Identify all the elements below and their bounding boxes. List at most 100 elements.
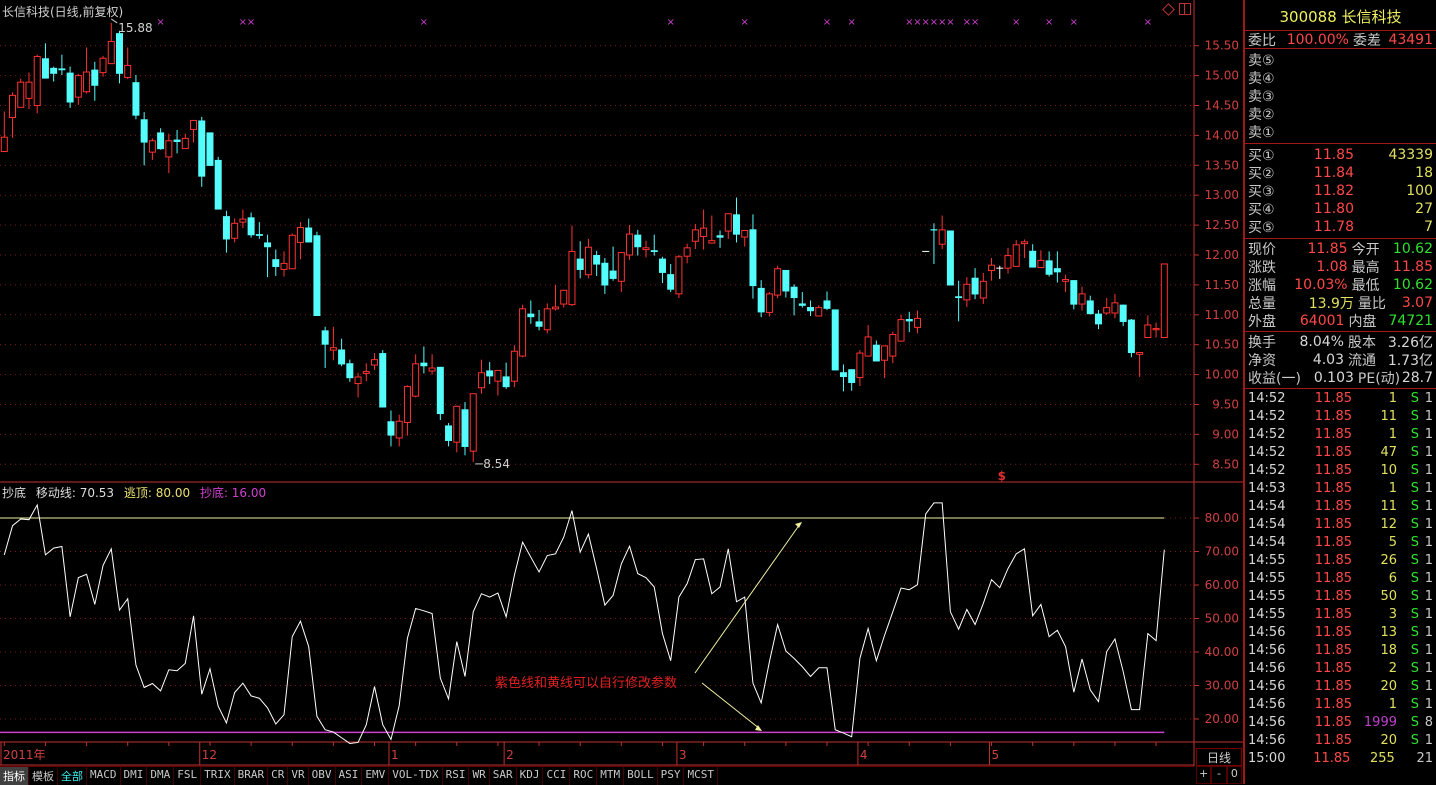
tab-rsi[interactable]: RSI [443, 767, 470, 785]
tab-dmi[interactable]: DMI [121, 767, 148, 785]
sell-level-row: 卖⑤ [1245, 51, 1436, 69]
price-tick-label: 10.50 [1205, 338, 1239, 352]
tab-全部[interactable]: 全部 [58, 767, 87, 785]
tab-macd[interactable]: MACD [87, 767, 121, 785]
candle-body-up [774, 268, 782, 296]
signal-marker: × [1045, 17, 1053, 28]
candle-body-up [239, 218, 247, 223]
candle-body-up [494, 369, 502, 382]
indicator-header: 抄底 移动线: 70.53 逃顶: 80.00 抄底: 16.00 [2, 484, 272, 501]
diamond-icon[interactable] [1162, 3, 1175, 16]
candle-body-up [453, 405, 461, 443]
tick-row: 14:52 11.85 1 S 1 [1245, 389, 1436, 407]
tick-price: 11.85 [1314, 570, 1352, 586]
tick-list[interactable]: 14:52 11.85 1 S 1 14:52 11.85 11 S 1 14:52 11.85 1 S 1… [1245, 389, 1436, 767]
tick-volume: 1 [1388, 480, 1397, 496]
candle-body-down [658, 258, 666, 273]
signal-marker: × [938, 17, 946, 28]
tab-cr[interactable]: CR [268, 767, 289, 785]
label: 净资 [1248, 353, 1276, 369]
signal-marker: × [420, 17, 428, 28]
candle-body-down [798, 303, 806, 306]
sell-level-row: 卖② [1245, 105, 1436, 123]
candle-body-up [477, 372, 485, 389]
value: 13.9万 [1308, 296, 1354, 312]
value: 10.62 [1392, 277, 1433, 293]
tab-vol-tdx[interactable]: VOL-TDX [389, 767, 443, 785]
period-label[interactable]: 日线 [1196, 748, 1242, 766]
candle-body-down [338, 349, 346, 365]
tick-row: 14:56 11.85 18 S 1 [1245, 641, 1436, 659]
buy-level-row: 买② 11.84 18 [1245, 164, 1436, 182]
price-tick-label: 9.00 [1212, 427, 1239, 441]
tick-count: 1 [1424, 660, 1433, 676]
candle-body-up [25, 81, 33, 99]
tab-cci[interactable]: CCI [543, 767, 571, 785]
candle-body-down [173, 139, 181, 142]
candle-body-up [1078, 293, 1086, 305]
high-price-label: 15.88 [118, 21, 152, 35]
tick-count: 1 [1424, 696, 1433, 712]
tab-trix[interactable]: TRIX [201, 767, 235, 785]
tab-asi[interactable]: ASI [336, 767, 363, 785]
label: 涨跌 [1248, 260, 1276, 276]
tick-time: 14:52 [1248, 444, 1286, 460]
candle-body-down [1119, 304, 1127, 322]
candle-body-down [486, 370, 494, 377]
zoom-in-button[interactable]: + [1196, 766, 1212, 784]
candle-body-down [387, 421, 395, 436]
tab-brar[interactable]: BRAR [235, 767, 269, 785]
tab-dma[interactable]: DMA [147, 767, 175, 785]
tab-roc[interactable]: ROC [570, 767, 598, 785]
tick-side: S [1410, 732, 1419, 748]
tab-vr[interactable]: VR [288, 767, 309, 785]
signal-marker: × [666, 17, 674, 28]
tab-模板[interactable]: 模板 [29, 767, 58, 785]
candle-body-up [181, 137, 189, 150]
tick-price: 11.85 [1314, 498, 1352, 514]
price: 11.78 [1313, 219, 1354, 235]
tick-count: 1 [1424, 570, 1433, 586]
tick-volume: 2 [1388, 660, 1397, 676]
tick-price: 11.85 [1314, 426, 1352, 442]
indicator-tick-label: 80.00 [1205, 511, 1239, 525]
tab-obv[interactable]: OBV [309, 767, 336, 785]
buy-level-row: 买① 11.85 43339 [1245, 146, 1436, 164]
tab-psy[interactable]: PSY [658, 767, 685, 785]
candle-body-up [1136, 351, 1144, 355]
tick-price: 11.85 [1314, 444, 1352, 460]
candle-body-up [815, 307, 823, 317]
candle-body-up [708, 240, 716, 244]
candle-body-down [157, 132, 165, 150]
fundamentals: 换手 8.04% 股本 3.26亿 净资 4.03 流通 1.73亿 收益(一) 0.103 PE(… [1245, 332, 1436, 389]
tab-kdj[interactable]: KDJ [517, 767, 544, 785]
candle-body-up [280, 262, 288, 270]
tab-指标[interactable]: 指标 [0, 767, 29, 785]
tab-fsl[interactable]: FSL [174, 767, 202, 785]
tick-time: 14:53 [1248, 480, 1286, 496]
reset-button[interactable]: 0 [1226, 766, 1242, 784]
zoom-out-button[interactable]: - [1211, 766, 1227, 784]
tick-side: S [1410, 660, 1419, 676]
tick-count: 1 [1424, 498, 1433, 514]
tab-mtm[interactable]: MTM [597, 767, 625, 785]
tab-wr[interactable]: WR [469, 767, 490, 785]
tick-price: 11.85 [1314, 732, 1352, 748]
label: 卖② [1248, 107, 1275, 123]
tick-price: 11.85 [1314, 462, 1352, 478]
window-layout-icon[interactable] [1179, 3, 1191, 15]
tab-sar[interactable]: SAR [490, 767, 517, 785]
tab-boll[interactable]: BOLL [624, 767, 658, 785]
tab-emv[interactable]: EMV [362, 767, 390, 785]
stat-row: 涨跌 1.08 最高 11.85 [1245, 258, 1436, 276]
candle-body-up [675, 256, 683, 295]
tick-count: 1 [1424, 678, 1433, 694]
value: 74721 [1388, 313, 1434, 329]
value: 3.07 [1401, 295, 1433, 311]
tab-mcst[interactable]: MCST [684, 767, 718, 785]
candle-body-down [255, 234, 263, 236]
candle-body-down [790, 286, 798, 299]
annotation-arrow-down [701, 682, 761, 730]
tick-side: S [1410, 696, 1419, 712]
kline-chart[interactable]: 15.50 15.00 14.50 14.00 13.50 13.00 12.50 12.00… [0, 0, 1243, 766]
